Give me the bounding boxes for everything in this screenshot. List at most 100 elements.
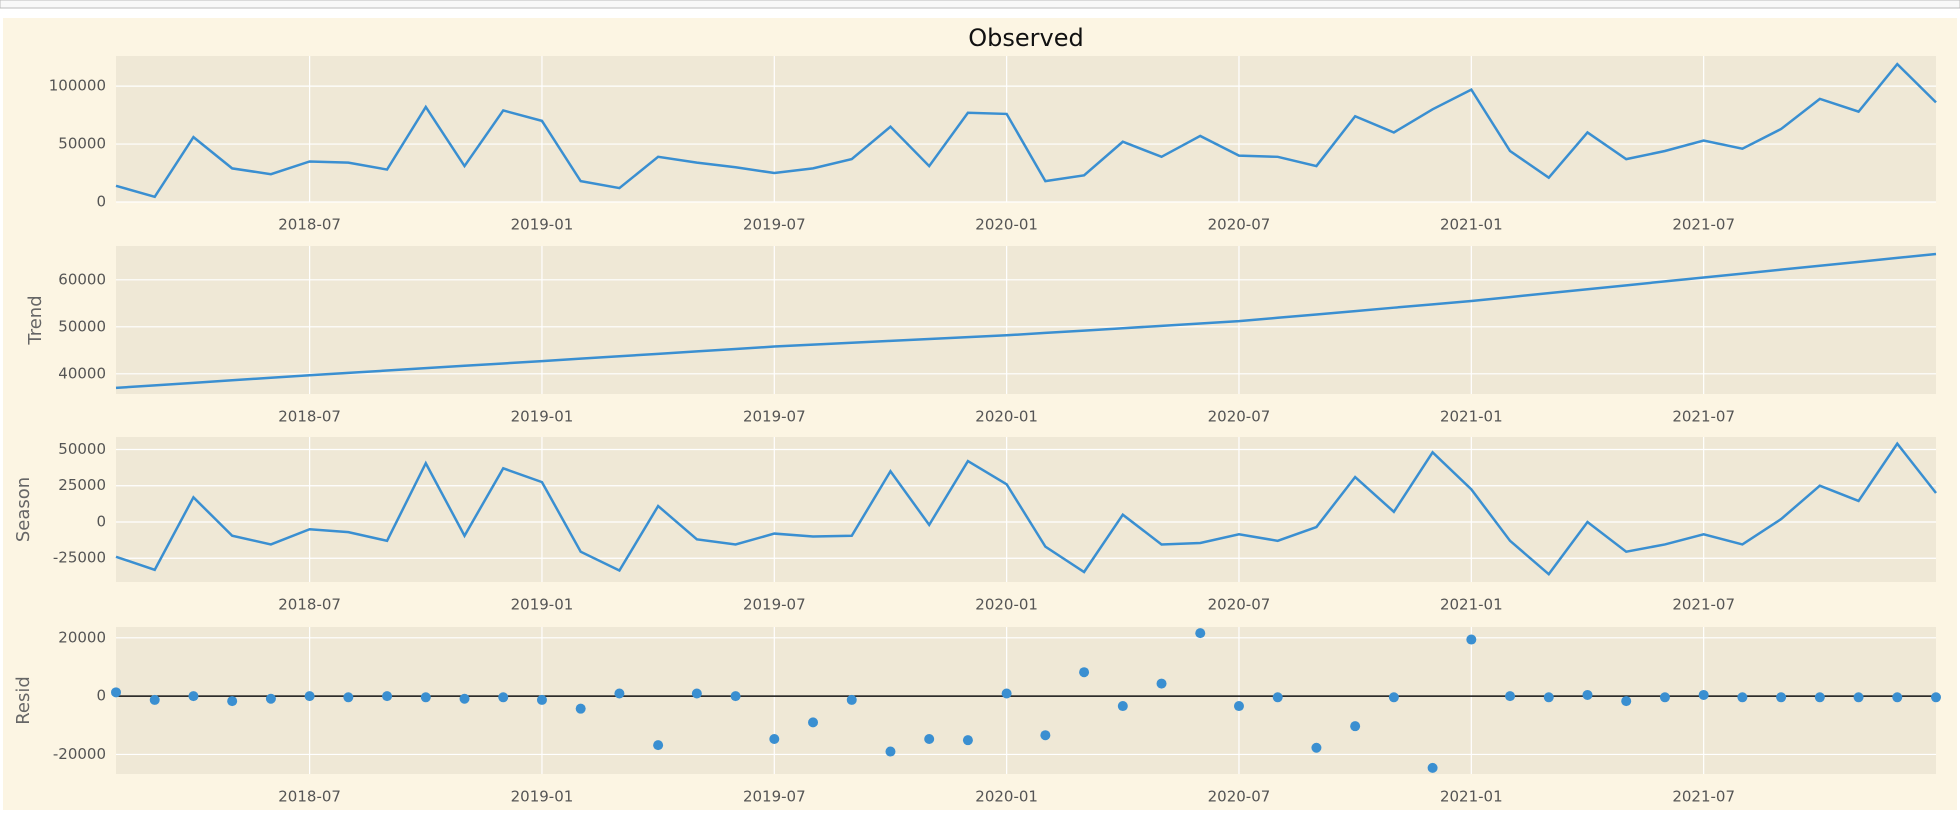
resid-point <box>730 691 741 702</box>
resid-point <box>1079 667 1090 678</box>
x-tick-label: 2021-01 <box>1440 788 1503 806</box>
y-tick-label: 40000 <box>58 364 106 382</box>
resid-point <box>1621 696 1632 707</box>
series-line <box>115 62 1937 199</box>
resid-point <box>614 688 625 699</box>
resid-point <box>420 692 431 703</box>
x-tick-label: 2019-01 <box>511 596 574 614</box>
resid-point <box>575 703 586 714</box>
x-tick-label: 2021-07 <box>1672 408 1735 426</box>
series-line <box>115 441 1937 576</box>
y-tick-label: 20000 <box>58 628 106 646</box>
resid-point <box>1776 692 1787 703</box>
y-tick-label: 50000 <box>58 440 106 458</box>
resid-point <box>1892 692 1903 703</box>
x-tick-label: 2020-01 <box>975 596 1038 614</box>
plot-area <box>116 627 1936 774</box>
x-tick-label: 2019-07 <box>743 788 806 806</box>
series-line <box>115 252 1937 390</box>
resid-point <box>846 694 857 705</box>
resid-point <box>1272 692 1283 703</box>
y-tick-label: 50000 <box>58 135 106 153</box>
resid-point <box>1311 742 1322 753</box>
x-tick-label: 2021-01 <box>1440 216 1503 234</box>
plot-area <box>116 246 1936 394</box>
resid-point <box>149 694 160 705</box>
x-tick-label: 2018-07 <box>278 788 341 806</box>
resid-point <box>536 694 547 705</box>
y-tick-label: 100000 <box>49 77 106 95</box>
resid-point <box>111 687 121 698</box>
resid-point <box>924 734 935 744</box>
x-tick-label: 2020-01 <box>975 788 1038 806</box>
x-tick-label: 2020-07 <box>1208 408 1271 426</box>
resid-point <box>1659 692 1670 703</box>
resid-point <box>808 717 819 728</box>
resid-point <box>1814 692 1825 703</box>
resid-point <box>769 734 780 744</box>
x-tick-label: 2020-01 <box>975 408 1038 426</box>
resid-point <box>1156 678 1167 689</box>
x-tick-label: 2020-07 <box>1208 788 1271 806</box>
resid-point <box>227 696 238 707</box>
resid-point <box>1388 692 1399 703</box>
x-tick-label: 2021-07 <box>1672 216 1735 234</box>
resid-point <box>1466 634 1477 645</box>
resid-point <box>188 691 199 702</box>
y-tick-label: 25000 <box>58 476 106 494</box>
x-tick-label: 2021-07 <box>1672 596 1735 614</box>
x-tick-label: 2020-01 <box>975 216 1038 234</box>
y-tick-label: 50000 <box>58 317 106 335</box>
resid-point <box>1698 689 1709 700</box>
resid-point <box>691 688 702 699</box>
resid-point <box>962 735 973 746</box>
resid-point <box>459 693 470 704</box>
resid-point <box>885 746 896 757</box>
x-tick-label: 2020-07 <box>1208 596 1271 614</box>
y-axis-label: Season <box>13 477 34 542</box>
x-tick-label: 2018-07 <box>278 596 341 614</box>
y-axis-label: Resid <box>13 676 34 725</box>
x-tick-label: 2019-07 <box>743 596 806 614</box>
x-tick-label: 2020-07 <box>1208 216 1271 234</box>
x-tick-label: 2019-01 <box>511 408 574 426</box>
x-tick-label: 2019-07 <box>743 216 806 234</box>
x-tick-label: 2021-07 <box>1672 788 1735 806</box>
resid-point <box>265 693 276 704</box>
resid-point <box>1931 692 1941 703</box>
x-tick-label: 2019-07 <box>743 408 806 426</box>
y-tick-label: 0 <box>96 193 106 211</box>
resid-point <box>382 691 393 702</box>
top-bar <box>0 0 1960 9</box>
resid-point <box>1737 692 1748 703</box>
x-tick-label: 2019-01 <box>511 788 574 806</box>
resid-point <box>343 692 354 703</box>
plot-area <box>116 437 1936 582</box>
resid-point <box>1427 762 1438 773</box>
resid-point <box>1350 721 1361 732</box>
resid-point <box>1505 691 1516 702</box>
resid-point <box>498 692 509 703</box>
resid-point <box>1195 628 1206 639</box>
resid-point <box>653 740 664 751</box>
resid-point <box>1543 692 1554 703</box>
x-tick-label: 2019-01 <box>511 216 574 234</box>
y-tick-label: 0 <box>96 512 106 530</box>
resid-point <box>1040 730 1051 741</box>
resid-point <box>1582 689 1593 700</box>
y-tick-label: 0 <box>96 687 106 705</box>
y-tick-label: -20000 <box>53 745 106 763</box>
x-tick-label: 2021-01 <box>1440 408 1503 426</box>
resid-point <box>1117 701 1128 712</box>
plot-area <box>116 56 1936 202</box>
resid-point <box>1853 692 1864 703</box>
x-tick-label: 2018-07 <box>278 216 341 234</box>
resid-point <box>1001 688 1012 699</box>
y-tick-label: -25000 <box>53 549 106 567</box>
resid-point <box>1233 701 1244 712</box>
resid-point <box>304 691 315 702</box>
chart-title: Observed <box>968 24 1083 52</box>
y-tick-label: 60000 <box>58 270 106 288</box>
y-axis-label: Trend <box>25 295 46 345</box>
x-tick-label: 2021-01 <box>1440 596 1503 614</box>
